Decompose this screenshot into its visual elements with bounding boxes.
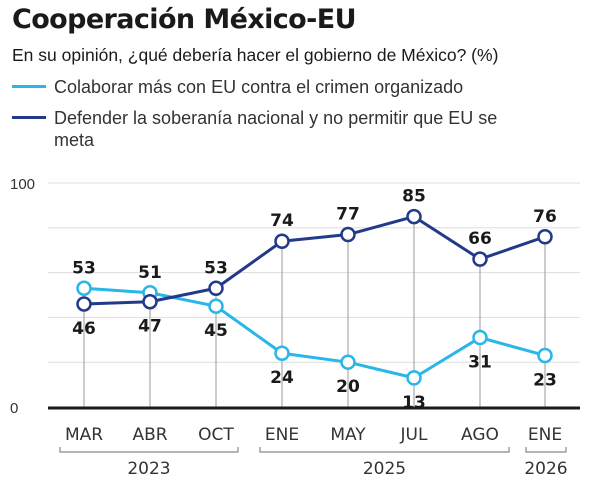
- y-tick-label: 100: [10, 176, 35, 193]
- data-point-1: [537, 347, 553, 364]
- year-bracket: [525, 447, 567, 453]
- series-line-2: [83, 215, 546, 306]
- data-label: 24: [270, 368, 294, 388]
- data-point-2: [472, 251, 488, 267]
- data-point-2: [208, 280, 224, 297]
- data-label: 51: [138, 263, 162, 283]
- y-tick-label: 0: [10, 400, 18, 417]
- year-bracket: [259, 447, 510, 453]
- series-line-1: [83, 286, 546, 380]
- data-label: 66: [468, 229, 492, 249]
- data-label: 13: [402, 393, 426, 413]
- year-label: 2025: [363, 459, 406, 479]
- data-label: 31: [468, 353, 492, 373]
- x-tick-label: JUL: [400, 425, 428, 445]
- year-label: 2026: [524, 459, 567, 479]
- legend-item-colaborar: Colaborar más con EU contra el crimen or…: [12, 76, 463, 98]
- data-point-2: [537, 229, 553, 245]
- legend-label-defender: Defender la soberanía nacional y no perm…: [54, 108, 498, 150]
- data-label: 23: [533, 370, 557, 390]
- legend-item-defender: Defender la soberanía nacional y no perm…: [12, 107, 532, 151]
- x-tick-label: ENE: [265, 425, 299, 445]
- data-point-2: [274, 233, 290, 249]
- data-label: 53: [204, 258, 228, 278]
- data-point-2: [406, 208, 422, 225]
- data-point-2: [142, 293, 158, 310]
- chart-title: Cooperación México-EU: [12, 4, 357, 35]
- x-tick-label: ABR: [132, 425, 167, 445]
- data-point-2: [76, 296, 92, 312]
- data-label: 20: [336, 377, 360, 397]
- data-label: 45: [204, 321, 228, 341]
- data-label: 77: [336, 205, 360, 225]
- data-point-1: [208, 298, 224, 314]
- x-tick-label: MAY: [330, 425, 366, 445]
- x-tick-label: AGO: [461, 425, 499, 445]
- data-point-2: [340, 226, 356, 243]
- legend-label-colaborar: Colaborar más con EU contra el crimen or…: [54, 77, 464, 97]
- data-point-1: [274, 345, 290, 361]
- data-point-1: [406, 370, 422, 386]
- data-label: 53: [72, 258, 96, 278]
- x-tick-label: OCT: [198, 425, 234, 445]
- year-label: 2023: [127, 459, 170, 479]
- data-label: 85: [402, 187, 426, 207]
- x-tick-label: MAR: [65, 425, 103, 445]
- data-label: 46: [72, 319, 96, 339]
- data-point-1: [340, 354, 356, 370]
- chart-subtitle: En su opinión, ¿qué debería hacer el gob…: [12, 45, 499, 65]
- legend-swatch-defender: [12, 116, 46, 119]
- data-point-1: [76, 280, 92, 297]
- year-bracket: [59, 447, 239, 453]
- data-label: 47: [138, 317, 162, 337]
- data-label: 76: [533, 207, 557, 227]
- data-label: 74: [270, 211, 294, 231]
- legend-swatch-colaborar: [12, 85, 46, 88]
- data-point-1: [472, 329, 488, 346]
- x-tick-label: ENE: [528, 425, 562, 445]
